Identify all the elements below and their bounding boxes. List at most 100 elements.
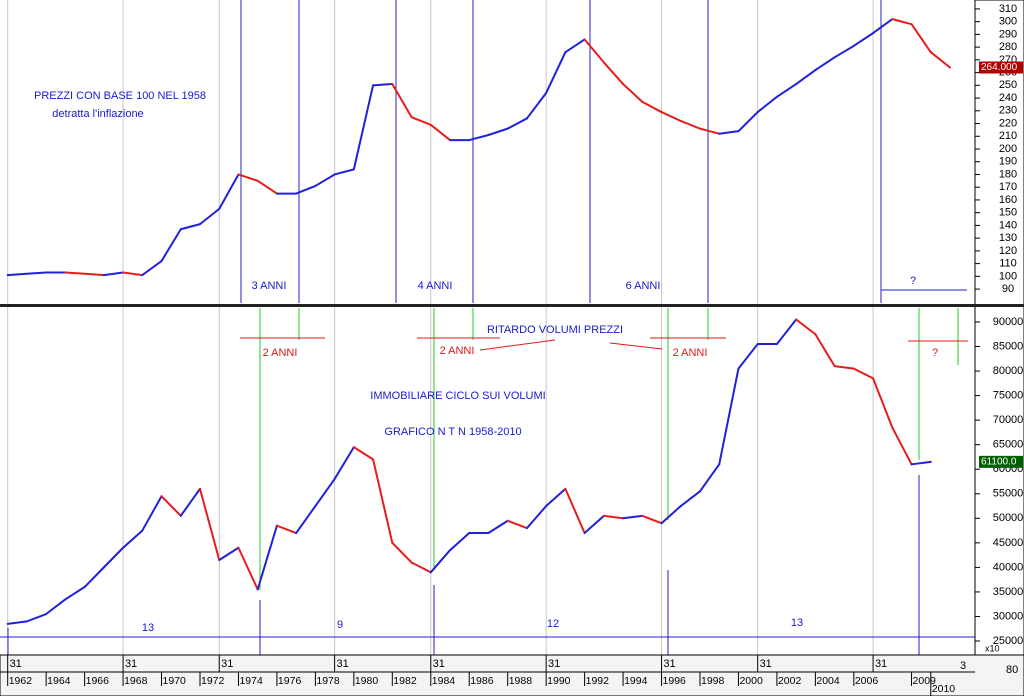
line-segment [602, 514, 625, 520]
y-tick-label: 100 [999, 270, 1017, 282]
line-segment [679, 119, 701, 130]
x-tick-label: 1976 [278, 675, 302, 687]
y-tick-label: 70000 [993, 414, 1024, 426]
y-tick-label: 80000 [993, 365, 1024, 377]
bottom-title: IMMOBILIARE CICLO SUI VOLUMI [370, 390, 545, 402]
y-tick-label: 210 [999, 130, 1017, 142]
line-segment [391, 83, 413, 119]
x-tick-label: 1978 [316, 675, 340, 687]
y-tick-label: 310 [999, 3, 1017, 15]
line-segment [641, 514, 663, 525]
cycle-label: 3 ANNI [252, 280, 287, 292]
line-segment [891, 18, 913, 26]
line-segment [25, 271, 48, 275]
line-segment [699, 463, 721, 493]
line-segment [795, 69, 817, 86]
top-subtitle: detratta l'inflazione [52, 108, 143, 120]
line-segment [660, 111, 682, 122]
cycle-label: 6 ANNI [626, 280, 661, 292]
line-segment [775, 318, 798, 346]
line-segment [6, 620, 28, 625]
lag-label: 2 ANNI [440, 345, 475, 357]
lag-label: 2 ANNI [263, 347, 298, 359]
x-tick-label: 1984 [432, 675, 456, 687]
line-segment [102, 546, 125, 569]
cycle-lines [0, 0, 975, 655]
line-segment [583, 38, 605, 64]
line-segment [525, 505, 548, 530]
line-segment [602, 61, 625, 86]
y-tick-label: 150 [999, 207, 1017, 219]
line-segment [256, 524, 278, 591]
line-segment [833, 365, 855, 370]
line-segment [506, 519, 528, 530]
y-tick-label: 45000 [993, 537, 1024, 549]
x-tick-label: 1970 [163, 675, 187, 687]
y-tick-label: 140 [999, 219, 1017, 231]
line-segment [83, 272, 105, 277]
bottom-subtitle: GRAFICO N T N 1958-2010 [384, 426, 521, 438]
axis-extra: 3 [960, 660, 966, 672]
line-segment [737, 343, 759, 370]
line-segment [199, 207, 221, 226]
x-tick-label: 2009 [913, 675, 937, 687]
line-segment [468, 133, 490, 142]
line-segment [333, 446, 355, 481]
line-segment [737, 111, 759, 133]
grid [7, 0, 874, 655]
x-tick-label: 1964 [47, 675, 71, 687]
cycle-label: 4 ANNI [418, 280, 453, 292]
line-segment [295, 505, 317, 535]
y-tick-label: 130 [999, 232, 1017, 244]
x-tick-label: 1980 [355, 675, 379, 687]
y-tick-label: 230 [999, 105, 1017, 117]
y-tick-label: 160 [999, 194, 1017, 206]
y-tick-label: 180 [999, 168, 1017, 180]
line-segment [6, 272, 28, 277]
line-segment [314, 478, 336, 508]
x-tick-label: 1962 [9, 675, 33, 687]
line-segment [352, 446, 375, 461]
line-segment [891, 426, 913, 466]
line-segment [852, 32, 875, 47]
y-tick-label: 240 [999, 92, 1017, 104]
y-tick-label: 120 [999, 245, 1017, 257]
line-segment [929, 51, 951, 69]
line-segment [525, 91, 548, 120]
line-segment [699, 127, 721, 135]
x-tick-label: 1986 [470, 675, 494, 687]
line-segment [372, 83, 394, 87]
line-segment [237, 546, 259, 591]
line-segment [545, 51, 567, 94]
line-segment [449, 532, 471, 552]
line-segment [237, 173, 259, 182]
line-segment [660, 505, 682, 525]
line-segment [64, 586, 86, 601]
line-segment [256, 179, 278, 195]
y-tick-label: 110 [999, 258, 1017, 270]
period-label: 31 [125, 658, 137, 670]
plot [6, 18, 951, 625]
line-segment [852, 367, 875, 380]
line-segment [506, 117, 528, 130]
line-segment [872, 18, 894, 35]
y-tick-label: 190 [999, 156, 1017, 168]
x-tick-label: 1974 [239, 675, 263, 687]
x-axis-band [0, 654, 1024, 696]
line-segment [64, 271, 86, 275]
panel-separator [0, 304, 1024, 307]
y-tick-label: 220 [999, 117, 1017, 129]
line-segment [160, 228, 182, 263]
line-segment [545, 487, 567, 508]
line-segment [45, 598, 67, 616]
y-tick-label: 170 [999, 181, 1017, 193]
lag-marks [240, 337, 968, 351]
period-label: 31 [548, 658, 560, 670]
line-segment [910, 460, 932, 466]
y-tick-label: 200 [999, 143, 1017, 155]
last-value-label: 264.000 [981, 62, 1018, 73]
period-label: 31 [760, 658, 772, 670]
line-segment [141, 260, 163, 277]
